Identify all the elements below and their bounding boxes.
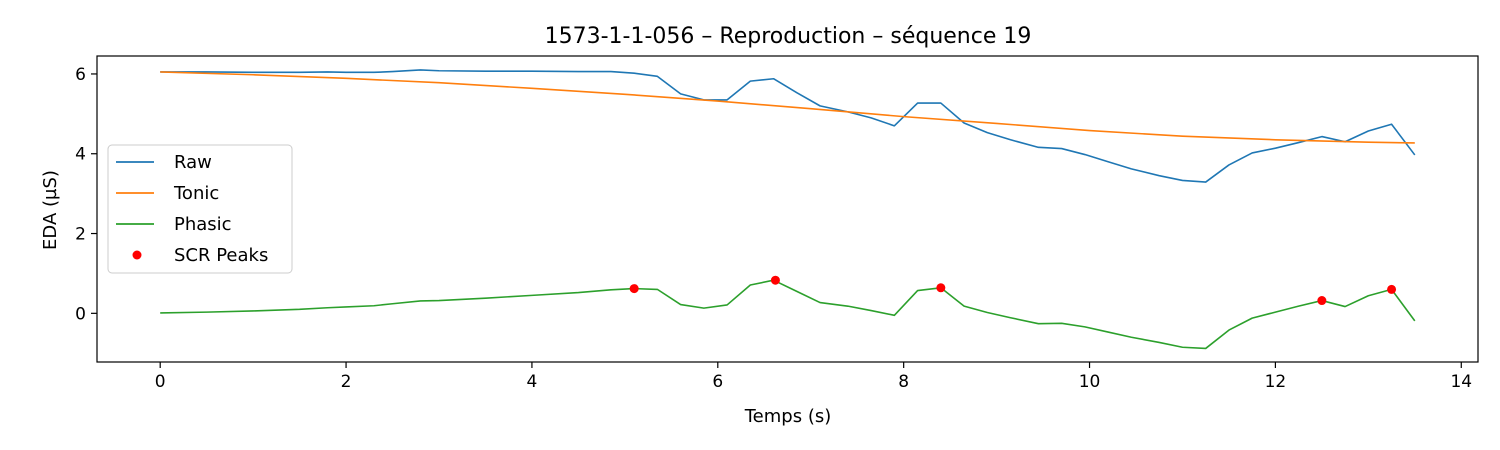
scr-peak-marker <box>770 275 780 285</box>
y-tick-label: 4 <box>75 145 86 165</box>
legend: Raw Tonic Phasic SCR Peaks <box>107 144 293 274</box>
chart-title: 1573-1-1-056 – Reproduction – séquence 1… <box>545 24 1032 49</box>
x-tick-label: 14 <box>1450 372 1472 392</box>
y-tick-label: 2 <box>75 225 86 245</box>
x-tick-label: 0 <box>155 372 166 392</box>
y-axis-label: EDA (µS) <box>40 170 61 250</box>
series-line-tonic <box>160 71 1415 144</box>
x-tick-label: 6 <box>712 372 723 392</box>
scr-peak-marker <box>629 284 639 294</box>
x-tick-label: 4 <box>527 372 538 392</box>
legend-label-tonic: Tonic <box>173 183 219 204</box>
scr-peak-marker <box>1317 296 1327 306</box>
legend-swatch-scr-peaks <box>132 250 142 260</box>
x-tick-label: 10 <box>1079 372 1101 392</box>
x-tick-label: 8 <box>898 372 909 392</box>
legend-label-phasic: Phasic <box>174 214 232 235</box>
series-line-phasic <box>160 279 1416 350</box>
scr-peak-marker <box>936 283 946 293</box>
legend-label-scr-peaks: SCR Peaks <box>174 245 268 266</box>
series-line-raw <box>160 69 1416 183</box>
x-tick-label: 2 <box>341 372 352 392</box>
x-tick-label: 12 <box>1265 372 1287 392</box>
plot-area <box>160 69 1416 350</box>
x-axis-label: Temps (s) <box>744 406 832 427</box>
plot-frame <box>96 55 1479 363</box>
legend-box <box>107 144 293 274</box>
scr-peak-marker <box>1387 284 1397 294</box>
axes: 0 2 4 6 8 10 12 14 0 2 4 6 <box>75 55 1479 392</box>
series-group <box>160 69 1416 350</box>
y-tick-label: 0 <box>75 304 86 324</box>
y-tick-label: 6 <box>75 65 86 85</box>
legend-label-raw: Raw <box>174 152 212 173</box>
